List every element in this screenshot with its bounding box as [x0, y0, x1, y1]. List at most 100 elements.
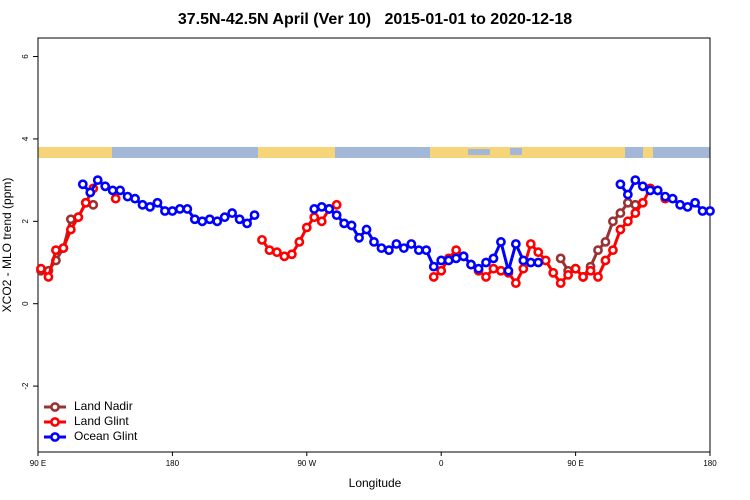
y-tick-label: 4 [21, 136, 30, 141]
ocean-strip [510, 148, 522, 155]
data-point [110, 193, 121, 204]
data-point [279, 251, 290, 262]
data-point [189, 214, 200, 225]
x-tick-label: 0 [439, 459, 444, 468]
data-point [630, 208, 641, 218]
data-point [234, 214, 245, 225]
data-point [503, 265, 514, 276]
data-point [637, 197, 648, 208]
data-point [555, 253, 566, 264]
data-point [58, 243, 69, 253]
data-point [600, 237, 611, 247]
data-point [115, 185, 126, 196]
data-point [346, 220, 357, 231]
data-point [80, 197, 91, 208]
data-point [257, 234, 267, 245]
y-tick-label: 6 [21, 54, 30, 59]
data-point [615, 224, 626, 235]
data-point [615, 208, 626, 218]
data-point [481, 272, 491, 282]
data-point [600, 255, 611, 266]
data-point [43, 272, 54, 282]
data-point [488, 253, 499, 264]
data-point [197, 216, 208, 227]
data-point [339, 218, 350, 229]
data-point [578, 272, 588, 282]
data-point [73, 212, 84, 223]
data-point [107, 185, 118, 196]
data-point [122, 191, 133, 202]
data-point [413, 245, 424, 256]
data-point [227, 208, 238, 218]
data-point [533, 257, 544, 268]
data-point [145, 201, 155, 212]
data-point [510, 239, 521, 249]
data-point [466, 259, 476, 270]
data-point [167, 206, 178, 216]
data-point [645, 185, 656, 196]
data-point [212, 216, 223, 227]
data-point [384, 245, 394, 256]
data-point [51, 245, 61, 256]
data-point [428, 272, 439, 282]
data-point [65, 214, 76, 225]
data-point [309, 212, 320, 223]
data-point [286, 249, 297, 260]
legend-marker [50, 402, 60, 412]
data-point [682, 201, 693, 212]
data-point [182, 204, 193, 214]
y-tick-label: 2 [21, 219, 30, 224]
x-tick-label: 90 W [297, 459, 316, 468]
land-strip [38, 147, 112, 158]
data-point [451, 253, 462, 264]
data-point [272, 247, 282, 258]
ocean-strip [38, 147, 710, 158]
data-point [608, 216, 618, 227]
data-point [249, 210, 260, 221]
data-point [361, 224, 372, 235]
data-point [77, 179, 88, 190]
data-point [510, 278, 521, 289]
x-tick-label: 90 E [567, 459, 583, 468]
data-point [398, 243, 409, 253]
data-point [130, 193, 140, 204]
data-point [436, 255, 447, 266]
data-point [585, 265, 596, 276]
data-point [540, 255, 551, 266]
data-point [443, 255, 454, 266]
data-point [548, 267, 559, 278]
data-point [690, 197, 700, 208]
data-point [675, 199, 686, 210]
legend-marker [50, 432, 60, 442]
data-point [421, 245, 432, 256]
data-point [204, 214, 215, 225]
data-point [219, 212, 230, 223]
data-point [264, 245, 275, 256]
legend-label: Ocean Glint [74, 429, 138, 443]
data-point [667, 193, 678, 204]
data-point [637, 181, 648, 192]
data-point [660, 191, 671, 202]
data-point [391, 239, 402, 249]
data-point [88, 199, 99, 210]
land-strip [643, 147, 653, 158]
data-point [324, 204, 335, 214]
y-tick-label: -2 [21, 382, 30, 390]
data-point [451, 245, 462, 256]
data-point [630, 175, 641, 186]
data-point [488, 263, 499, 274]
data-point [137, 199, 148, 210]
data-point [100, 181, 111, 192]
y-axis-label: XCO2 - MLO trend (ppm) [0, 178, 14, 313]
land-strip [430, 147, 625, 158]
x-tick-label: 180 [166, 459, 180, 468]
data-point [428, 261, 439, 272]
land-strip [258, 147, 335, 158]
data-point [376, 243, 387, 253]
data-point [593, 272, 603, 282]
data-point [369, 237, 379, 247]
x-axis-label: Longitude [349, 476, 402, 490]
data-point [242, 218, 252, 229]
